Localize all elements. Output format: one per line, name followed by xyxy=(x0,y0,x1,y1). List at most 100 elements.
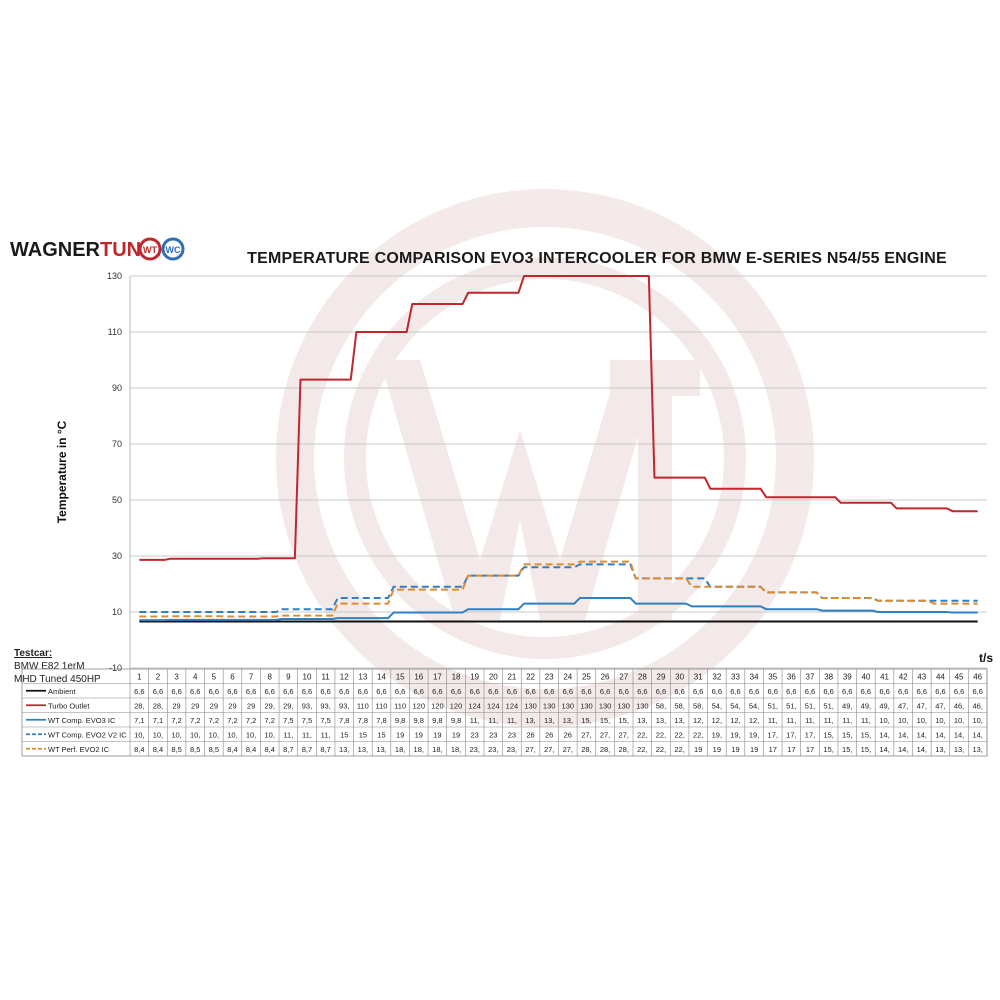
y-axis-ticks: -10 10 30 50 70 90 110 130 xyxy=(107,271,122,673)
x-tick-label: 39 xyxy=(843,673,852,682)
data-label: 8,7 xyxy=(320,745,330,754)
wt-badge-text: WT xyxy=(143,245,157,255)
brand-name-part1: WAGNER xyxy=(10,239,101,261)
data-label: 6,6 xyxy=(972,687,982,696)
data-label: 23, xyxy=(469,745,479,754)
x-tick-label: 36 xyxy=(787,673,796,682)
data-label: 6,6 xyxy=(507,687,517,696)
data-label: 6,6 xyxy=(712,687,722,696)
data-label: 7,5 xyxy=(320,716,330,725)
data-label: 110 xyxy=(376,702,388,711)
data-label: 11, xyxy=(824,716,834,725)
data-label: 6,6 xyxy=(358,687,368,696)
data-label: 12, xyxy=(730,716,740,725)
data-label: 18, xyxy=(395,745,405,754)
y-tick-label: -10 xyxy=(109,663,122,673)
data-label: 47, xyxy=(935,702,945,711)
wc-badge-icon: WC xyxy=(161,237,185,261)
y-tick-label: 10 xyxy=(112,607,122,617)
data-label: 9,8 xyxy=(451,716,461,725)
data-table: 1 2 3 4 5 6 7 8 9 10 11 12 13 14 15 16 17 18 19 20 21 22 23 24 2… xyxy=(21,668,988,757)
data-label: 8,4 xyxy=(265,745,275,754)
data-label: 18, xyxy=(451,745,461,754)
legend-entry: WT Comp. EVO3 IC xyxy=(48,716,116,725)
data-label: 12, xyxy=(712,716,722,725)
data-label: 11, xyxy=(470,716,480,725)
x-tick-label: 43 xyxy=(917,673,926,682)
data-label: 58, xyxy=(656,702,666,711)
data-label: 15 xyxy=(340,731,348,740)
data-label: 15, xyxy=(842,731,852,740)
data-label: 54, xyxy=(730,702,740,711)
x-tick-label: 12 xyxy=(340,673,349,682)
data-label: 15, xyxy=(618,716,628,725)
chart-title: Temperature comparison EVO3 Intercooler … xyxy=(247,250,947,267)
x-tick-label: 16 xyxy=(414,673,423,682)
data-label: 6,6 xyxy=(786,687,796,696)
data-label: 12, xyxy=(693,716,703,725)
data-label: 110 xyxy=(357,702,369,711)
data-label: 54, xyxy=(712,702,722,711)
data-label: 26 xyxy=(545,731,553,740)
data-label: 29 xyxy=(210,702,218,711)
data-label: 22, xyxy=(674,731,684,740)
data-label: 10, xyxy=(954,716,964,725)
x-tick-label: 40 xyxy=(861,673,870,682)
testcar-tune: MHD Tuned 450HP xyxy=(14,674,101,685)
data-label: 130 xyxy=(617,702,630,711)
y-tick-label: 70 xyxy=(112,439,122,449)
data-label: 13, xyxy=(544,716,554,725)
data-label: 6,6 xyxy=(432,687,442,696)
x-tick-label: 7 xyxy=(249,673,254,682)
data-label: 130 xyxy=(562,702,575,711)
data-label: 10, xyxy=(153,731,163,740)
data-label: 15, xyxy=(600,716,610,725)
data-label: 19 xyxy=(731,745,739,754)
data-label: 6,6 xyxy=(749,687,759,696)
data-label: 110 xyxy=(394,702,406,711)
data-label: 120 xyxy=(413,702,426,711)
data-label: 6,6 xyxy=(395,687,405,696)
data-label: 11, xyxy=(786,716,796,725)
chart-series xyxy=(139,275,978,623)
data-label: 27, xyxy=(563,745,573,754)
data-label: 8,5 xyxy=(171,745,181,754)
data-label: 6,6 xyxy=(134,687,144,696)
data-label: 10, xyxy=(190,731,200,740)
y-tick-label: 110 xyxy=(108,327,122,337)
data-label: 6,6 xyxy=(320,687,330,696)
data-label: 7,1 xyxy=(153,716,163,725)
y-tick-label: 30 xyxy=(112,551,122,561)
data-label: 6,6 xyxy=(898,687,908,696)
data-label: 23 xyxy=(489,731,497,740)
data-label: 7,8 xyxy=(376,716,386,725)
data-label: 22, xyxy=(637,731,647,740)
x-tick-label: 1 xyxy=(137,673,142,682)
x-tick-label: 19 xyxy=(470,673,479,682)
x-tick-label: 42 xyxy=(899,673,908,682)
data-label: 6,6 xyxy=(190,687,200,696)
data-label: 8,5 xyxy=(190,745,200,754)
data-label: 10, xyxy=(265,731,275,740)
wt-badge-icon: WT xyxy=(138,237,162,261)
x-tick-label: 9 xyxy=(286,673,291,682)
data-label: 8,7 xyxy=(302,745,312,754)
x-tick-label: 22 xyxy=(526,673,535,682)
data-label: 19 xyxy=(750,745,758,754)
data-label: 7,2 xyxy=(190,716,200,725)
data-label: 26 xyxy=(564,731,572,740)
data-label: 11, xyxy=(507,716,517,725)
data-label: 6,6 xyxy=(954,687,964,696)
data-label: 15 xyxy=(377,731,385,740)
data-label: 19, xyxy=(712,731,722,740)
data-label: 11, xyxy=(861,716,871,725)
data-label: 13, xyxy=(563,716,573,725)
x-tick-label: 41 xyxy=(880,673,889,682)
data-label: 6,6 xyxy=(861,687,871,696)
x-tick-label: 17 xyxy=(433,673,442,682)
x-tick-label: 30 xyxy=(675,673,684,682)
brand-logo: WAGNERTUNING WT WC xyxy=(10,237,185,261)
data-label: 120 xyxy=(431,702,444,711)
data-label: 14, xyxy=(898,731,908,740)
data-label: 124 xyxy=(468,702,481,711)
